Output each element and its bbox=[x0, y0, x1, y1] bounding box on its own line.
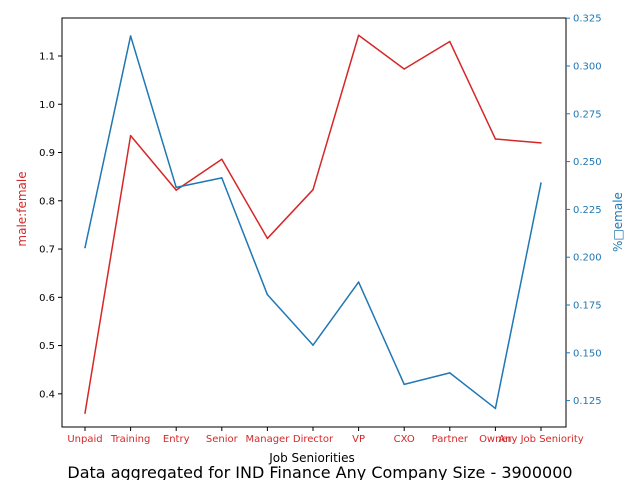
y-left-tick-label: 0.5 bbox=[39, 341, 55, 352]
point-male-female bbox=[312, 188, 314, 191]
y-right-tick-label: 0.150 bbox=[573, 348, 602, 359]
y-right-axis: 0.125 0.150 0.175 0.200 0.225 0.250 0.275 0.300… bbox=[566, 14, 602, 407]
point-male-female bbox=[357, 34, 360, 36]
point-percent-female bbox=[84, 246, 86, 249]
point-male-female bbox=[540, 142, 542, 144]
point-male-female bbox=[266, 237, 269, 240]
point-male-female bbox=[494, 138, 497, 140]
x-tick-label: Any Job Seniority bbox=[498, 434, 583, 445]
x-tick-label: Director bbox=[293, 434, 334, 445]
axes-frame bbox=[61, 17, 567, 428]
point-male-female bbox=[129, 134, 132, 137]
point-percent-female bbox=[312, 344, 314, 346]
x-tick-label: Unpaid bbox=[67, 434, 102, 445]
figure-suptitle: Data aggregated for IND Finance Any Comp… bbox=[67, 463, 572, 480]
point-male-female bbox=[449, 40, 451, 43]
y-right-axis-label: %□emale bbox=[611, 192, 625, 252]
y-right-tick-label: 0.200 bbox=[573, 253, 602, 264]
y-right-tick-label: 0.225 bbox=[573, 205, 602, 216]
x-tick-label: Manager bbox=[245, 434, 290, 445]
y-left-tick-label: 0.4 bbox=[39, 389, 55, 400]
x-axis-label: Job Seniorities bbox=[268, 451, 355, 465]
point-percent-female bbox=[494, 407, 497, 410]
point-male-female bbox=[403, 68, 405, 70]
y-right-tick-label: 0.175 bbox=[573, 301, 602, 312]
y-right-tick-label: 0.300 bbox=[573, 61, 602, 72]
y-right-tick-label: 0.275 bbox=[573, 109, 602, 120]
y-right-tick-label: 0.325 bbox=[573, 14, 602, 25]
point-male-female bbox=[221, 158, 223, 161]
x-tick-label: CXO bbox=[394, 434, 415, 445]
series-lines bbox=[84, 34, 542, 414]
point-percent-female bbox=[221, 177, 223, 179]
y-left-tick-label: 0.6 bbox=[39, 293, 55, 304]
y-left-axis: 0.4 0.5 0.6 0.7 0.8 0.9 1.0 1.1 bbox=[39, 51, 62, 400]
series-line-male-female bbox=[84, 34, 542, 414]
x-tick-label: Partner bbox=[432, 434, 469, 445]
plot-area bbox=[61, 17, 567, 428]
x-tick-label: VP bbox=[352, 434, 365, 445]
point-percent-female bbox=[449, 372, 451, 374]
y-left-tick-label: 1.1 bbox=[39, 51, 55, 62]
y-left-tick-label: 1.0 bbox=[39, 100, 55, 111]
y-right-tick-label: 0.250 bbox=[573, 157, 602, 168]
x-axis: Unpaid Training Entry Senior Manager Director… bbox=[67, 427, 584, 445]
y-left-tick-label: 0.8 bbox=[39, 196, 55, 207]
y-right-tick-label: 0.125 bbox=[573, 396, 602, 407]
point-percent-female bbox=[129, 35, 132, 37]
y-left-tick-label: 0.7 bbox=[39, 245, 55, 256]
x-tick-label: Owner bbox=[479, 434, 513, 445]
point-percent-female bbox=[403, 383, 405, 386]
point-percent-female bbox=[540, 182, 542, 184]
point-male-female bbox=[175, 189, 177, 191]
x-tick-label: Entry bbox=[163, 434, 190, 445]
y-left-axis-label: male:female bbox=[15, 171, 29, 246]
point-percent-female bbox=[175, 186, 177, 189]
y-left-tick-label: 0.9 bbox=[39, 148, 55, 159]
point-percent-female bbox=[266, 293, 269, 296]
point-percent-female bbox=[357, 281, 360, 283]
x-tick-label: Training bbox=[110, 434, 150, 445]
point-male-female bbox=[84, 412, 86, 414]
x-tick-label: Senior bbox=[206, 434, 239, 445]
